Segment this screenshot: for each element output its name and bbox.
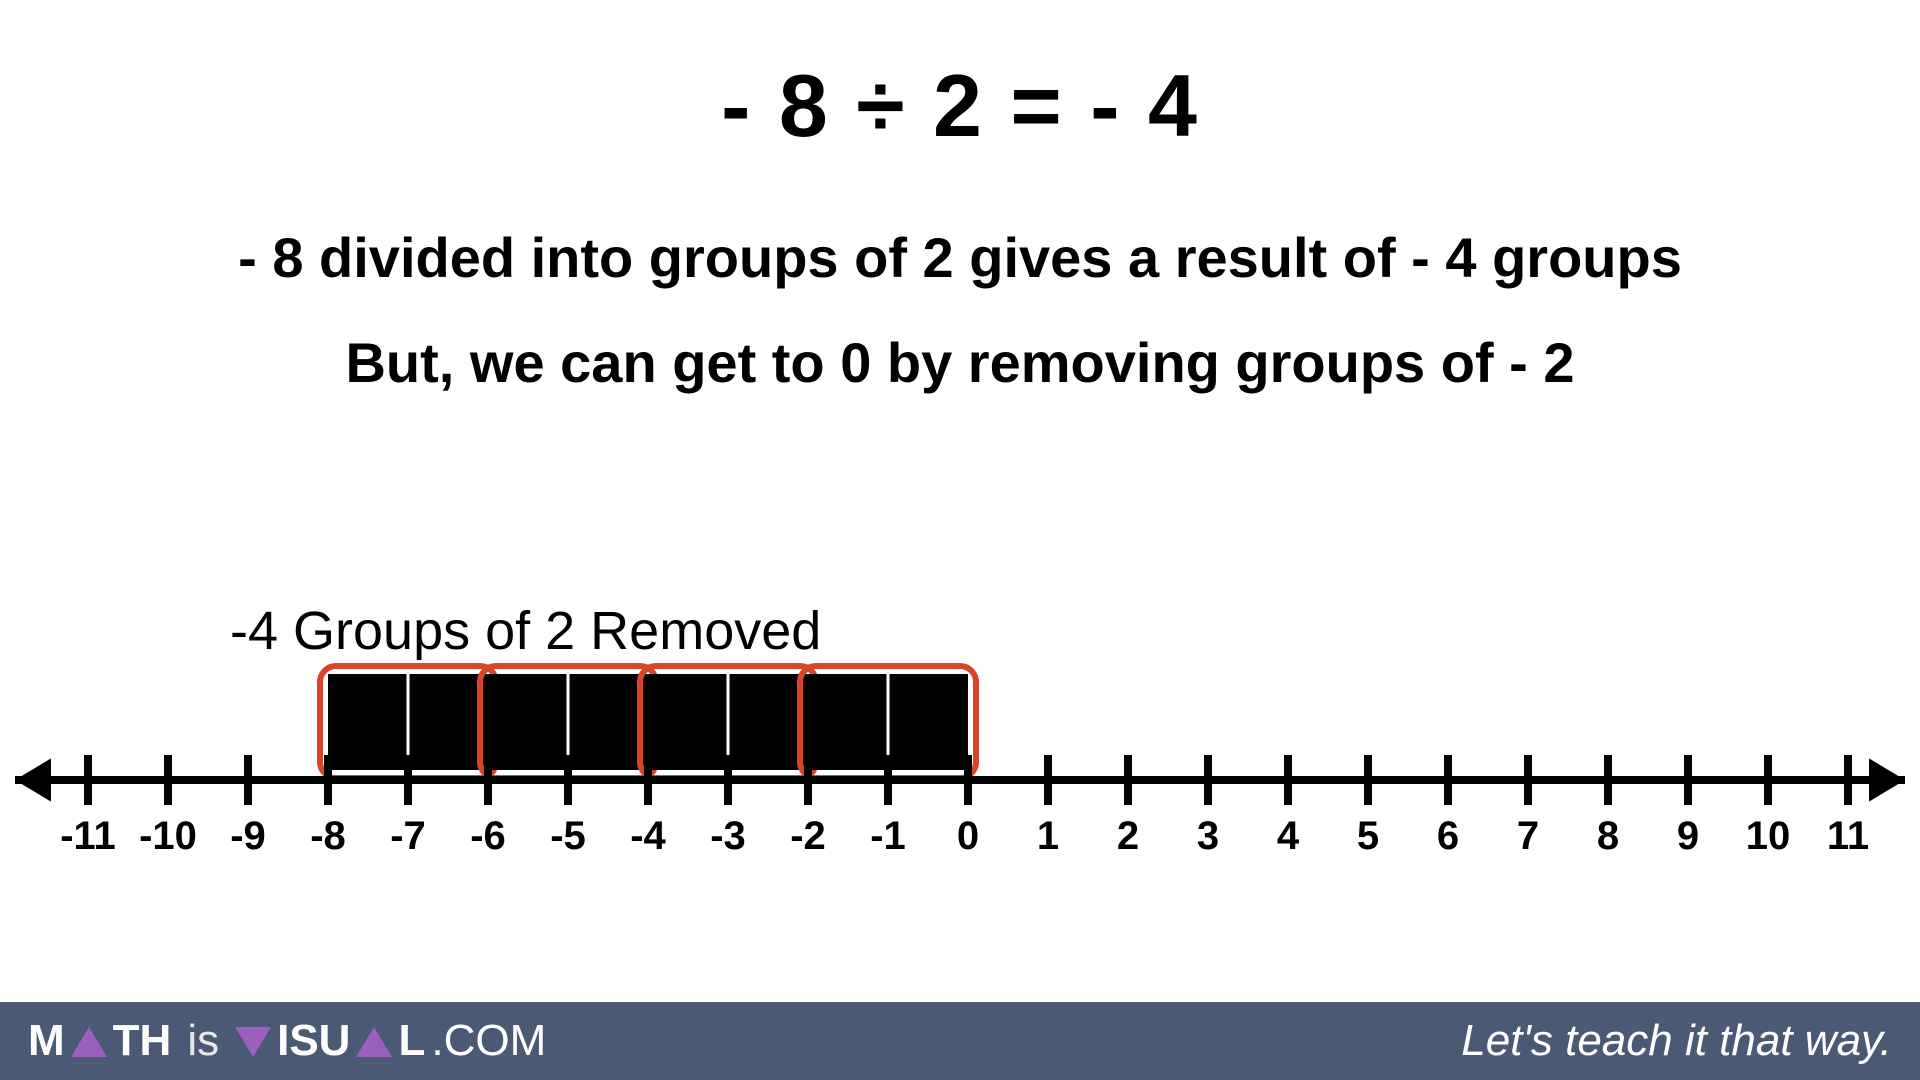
brand-m: M [28,1016,65,1066]
svg-text:8: 8 [1597,814,1619,858]
svg-text:-1: -1 [870,814,906,858]
svg-text:-3: -3 [710,814,746,858]
brand-logo: M TH is ISU L .COM [28,1016,546,1066]
explanation-line-2: But, we can get to 0 by removing groups … [0,330,1920,395]
svg-text:11: 11 [1827,814,1869,858]
svg-text:-5: -5 [550,814,586,858]
svg-text:-8: -8 [310,814,346,858]
brand-is: is [187,1016,219,1066]
svg-text:1: 1 [1037,814,1059,858]
svg-text:-7: -7 [390,814,426,858]
svg-text:2: 2 [1117,814,1139,858]
brand-th: TH [113,1016,172,1066]
slide: - 8 ÷ 2 = - 4 - 8 divided into groups of… [0,0,1920,1080]
tagline: Let's teach it that way. [1461,1016,1892,1066]
svg-text:-11: -11 [60,814,116,858]
brand-l: L [398,1016,425,1066]
brand-isu: ISU [277,1016,350,1066]
svg-text:0: 0 [957,814,979,858]
svg-text:6: 6 [1437,814,1459,858]
svg-text:7: 7 [1517,814,1539,858]
svg-text:-4: -4 [630,814,666,858]
equation: - 8 ÷ 2 = - 4 [0,55,1920,157]
svg-text:-2: -2 [790,814,826,858]
explanation-line-1: - 8 divided into groups of 2 gives a res… [0,225,1920,290]
brand-dotcom: .COM [431,1016,546,1066]
svg-text:10: 10 [1746,814,1791,858]
svg-text:-9: -9 [230,814,266,858]
svg-text:3: 3 [1197,814,1219,858]
svg-text:4: 4 [1277,814,1300,858]
svg-text:-10: -10 [139,814,197,858]
svg-text:9: 9 [1677,814,1699,858]
triangle-up-icon [356,1027,392,1057]
triangle-up-icon [71,1027,107,1057]
triangle-down-icon [235,1027,271,1057]
footer-bar: M TH is ISU L .COM Let's teach it that w… [0,1002,1920,1080]
svg-text:-6: -6 [470,814,506,858]
svg-text:5: 5 [1357,814,1379,858]
